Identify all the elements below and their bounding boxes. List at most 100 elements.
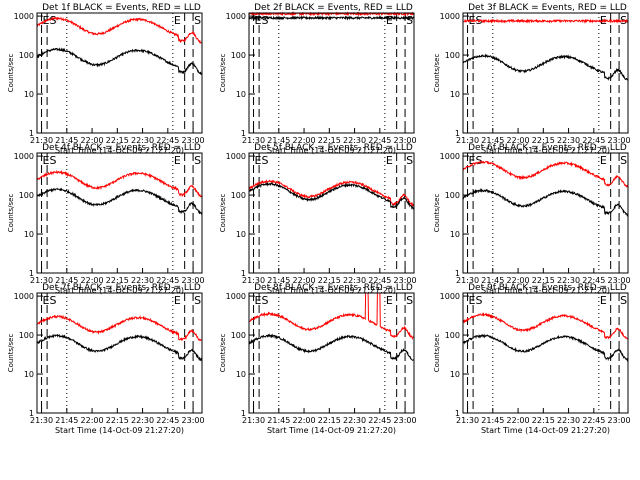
lld-series-line bbox=[462, 160, 629, 188]
y-tick-label: 1 bbox=[29, 129, 34, 138]
panel-title: Det 1f BLACK = Events, RED = LLD bbox=[42, 3, 201, 13]
y-axis-label: Counts/sec bbox=[7, 54, 15, 93]
x-tick-label: 22:15 bbox=[318, 276, 341, 285]
x-tick-label: 21:45 bbox=[481, 416, 504, 425]
x-tick-label: 22:45 bbox=[368, 416, 391, 425]
y-tick-label: 1 bbox=[29, 269, 34, 278]
y-tick-label: 10 bbox=[24, 230, 34, 239]
plot-frame bbox=[36, 12, 203, 134]
x-tick-label: 22:15 bbox=[532, 276, 555, 285]
x-tick-label: 21:30 bbox=[242, 136, 265, 145]
x-axis-label: Start Time (14-Oct-09 21:27:20) bbox=[481, 426, 610, 435]
panel-title: Det 4f BLACK = Events, RED = LLD bbox=[42, 143, 201, 153]
x-tick-label: 23:00 bbox=[394, 136, 417, 145]
y-tick-label: 1000 bbox=[14, 292, 34, 301]
marker-label: S bbox=[406, 154, 413, 167]
panel-title: Det 9f BLACK = Events, RED = LLD bbox=[468, 283, 627, 293]
x-tick-label: 22:15 bbox=[106, 136, 129, 145]
plot-frame bbox=[248, 12, 415, 134]
y-tick-label: 10 bbox=[24, 370, 34, 379]
y-tick-label: 10 bbox=[236, 230, 246, 239]
y-tick-label: 1 bbox=[241, 409, 246, 418]
plot-frame bbox=[36, 292, 203, 414]
y-tick-label: 1 bbox=[241, 129, 246, 138]
marker-label: E bbox=[174, 294, 181, 307]
y-tick-label: 1000 bbox=[440, 292, 460, 301]
y-axis-label: Counts/sec bbox=[7, 334, 15, 373]
y-tick-label: 1 bbox=[455, 129, 460, 138]
y-tick-label: 1000 bbox=[440, 12, 460, 21]
events-series-line bbox=[248, 181, 415, 210]
x-tick-label: 21:30 bbox=[456, 276, 479, 285]
x-axis-label: Start Time (14-Oct-09 21:27:20) bbox=[267, 426, 396, 435]
events-series-line bbox=[36, 333, 203, 362]
events-series-line bbox=[462, 53, 629, 81]
x-tick-label: 22:00 bbox=[81, 416, 104, 425]
x-tick-label: 21:45 bbox=[267, 276, 290, 285]
lld-series-line bbox=[248, 292, 415, 341]
x-tick-label: 22:30 bbox=[343, 416, 366, 425]
lld-series-line bbox=[36, 16, 203, 44]
x-tick-label: 21:45 bbox=[55, 416, 78, 425]
lld-series-line bbox=[462, 18, 629, 24]
y-tick-label: 1000 bbox=[440, 152, 460, 161]
y-tick-label: 10 bbox=[236, 90, 246, 99]
y-tick-label: 1 bbox=[455, 409, 460, 418]
panel-title: Det 7f BLACK = Events, RED = LLD bbox=[42, 283, 201, 293]
x-tick-label: 22:45 bbox=[156, 416, 179, 425]
x-tick-label: 21:30 bbox=[30, 276, 53, 285]
marker-label: E bbox=[600, 154, 607, 167]
x-tick-label: 22:15 bbox=[106, 276, 129, 285]
events-series-line bbox=[37, 187, 203, 216]
x-tick-label: 22:00 bbox=[293, 136, 316, 145]
panel-title: Det 3f BLACK = Events, RED = LLD bbox=[468, 3, 627, 13]
x-tick-label: 23:00 bbox=[182, 136, 205, 145]
x-tick-label: 22:30 bbox=[557, 416, 580, 425]
x-tick-label: 22:15 bbox=[318, 136, 341, 145]
y-axis-label: Counts/sec bbox=[433, 54, 441, 93]
x-tick-label: 21:45 bbox=[267, 136, 290, 145]
y-tick-label: 100 bbox=[231, 331, 246, 340]
marker-label: S bbox=[620, 154, 627, 167]
marker-label: S bbox=[194, 154, 201, 167]
y-tick-label: 10 bbox=[24, 90, 34, 99]
x-axis-label: Start Time (14-Oct-09 21:27:20) bbox=[267, 286, 396, 295]
x-tick-label: 21:45 bbox=[55, 276, 78, 285]
events-series-line bbox=[248, 14, 415, 21]
x-tick-label: 22:15 bbox=[532, 416, 555, 425]
panel-title: Det 8f BLACK = Events, RED = LLD bbox=[254, 283, 413, 293]
x-tick-label: 22:00 bbox=[293, 276, 316, 285]
x-axis-label: Start Time (14-Oct-09 21:27:20) bbox=[481, 286, 610, 295]
marker-label: E bbox=[386, 154, 393, 167]
x-tick-label: 22:30 bbox=[343, 276, 366, 285]
y-tick-label: 1000 bbox=[226, 292, 246, 301]
x-tick-label: 22:00 bbox=[293, 416, 316, 425]
y-tick-label: 1 bbox=[241, 269, 246, 278]
y-tick-label: 1000 bbox=[14, 152, 34, 161]
x-tick-label: 22:30 bbox=[131, 136, 154, 145]
y-tick-label: 100 bbox=[445, 331, 460, 340]
x-tick-label: 22:30 bbox=[557, 276, 580, 285]
events-series-line bbox=[248, 333, 415, 361]
x-tick-label: 23:00 bbox=[394, 416, 417, 425]
events-series-line bbox=[462, 333, 629, 362]
y-axis-label: Counts/sec bbox=[219, 334, 227, 373]
marker-label: ES bbox=[43, 294, 57, 307]
marker-label: S bbox=[406, 294, 413, 307]
lld-series-line bbox=[462, 312, 629, 341]
x-tick-label: 21:45 bbox=[55, 136, 78, 145]
y-tick-label: 10 bbox=[450, 230, 460, 239]
x-tick-label: 22:15 bbox=[106, 416, 129, 425]
y-tick-label: 10 bbox=[236, 370, 246, 379]
x-tick-label: 21:30 bbox=[456, 136, 479, 145]
x-tick-label: 22:30 bbox=[131, 416, 154, 425]
x-tick-label: 22:45 bbox=[582, 276, 605, 285]
x-tick-label: 22:00 bbox=[507, 136, 530, 145]
